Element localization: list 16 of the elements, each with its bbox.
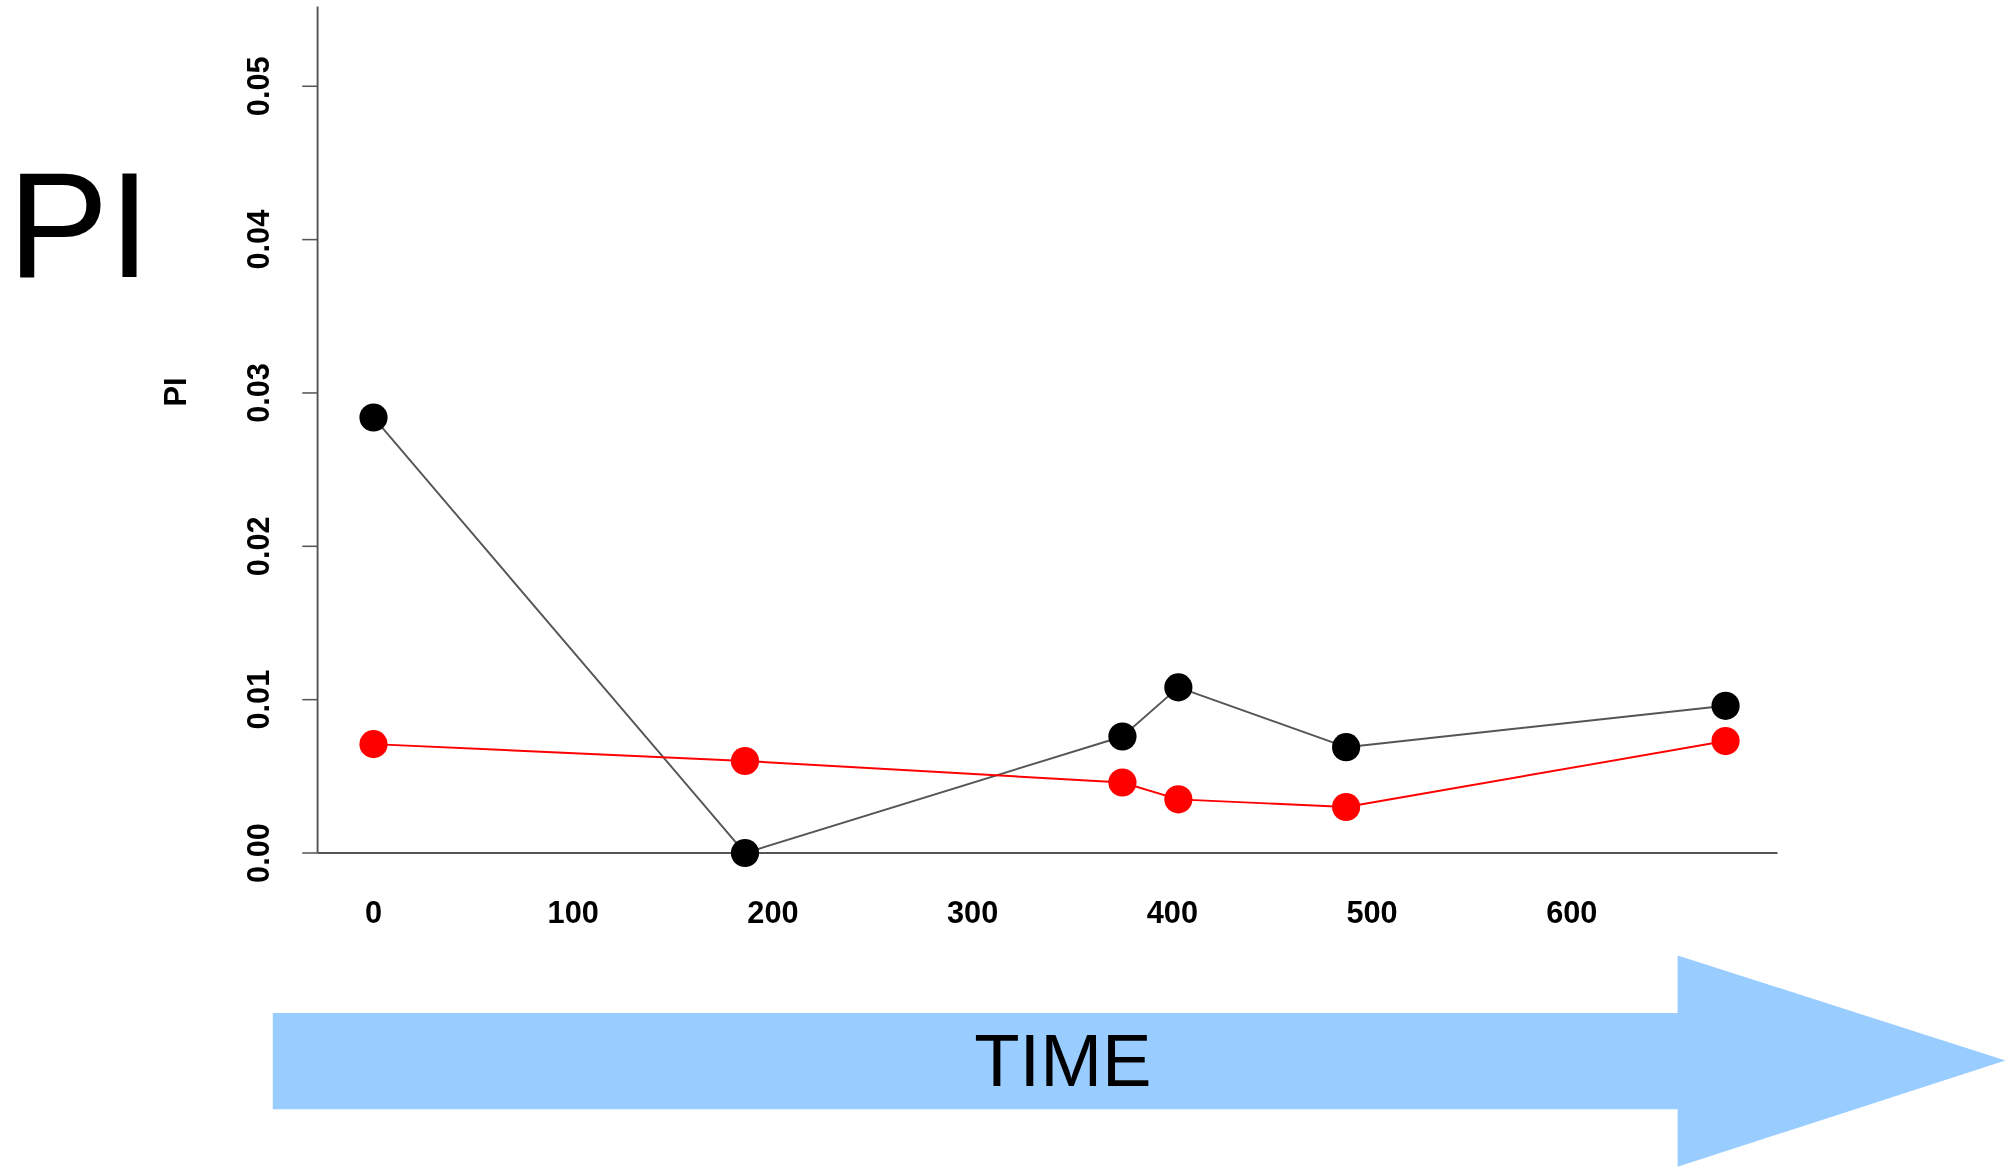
text: PI [7, 139, 151, 309]
x-tick-label: 100 [547, 895, 599, 931]
x-axis-title: TIME [974, 1019, 1152, 1103]
y-tick-label: 0.02 [240, 516, 276, 577]
x-tick-label: 0 [364, 895, 383, 931]
y-axis-title: PI [157, 377, 193, 407]
x-tick-label: 400 [1146, 895, 1198, 931]
y-tick-label: 0.03 [240, 363, 276, 423]
y-tick-label: 0.04 [240, 209, 276, 270]
x-tick-label: 300 [947, 895, 999, 931]
y-tick-label: 0.05 [240, 56, 276, 117]
x-tick-label: 200 [747, 895, 799, 931]
x-tick-label: 500 [1346, 895, 1398, 931]
x-tick-label: 600 [1546, 895, 1598, 931]
y-tick-label: 0.00 [240, 823, 276, 883]
y-tick-label: 0.01 [240, 669, 276, 730]
